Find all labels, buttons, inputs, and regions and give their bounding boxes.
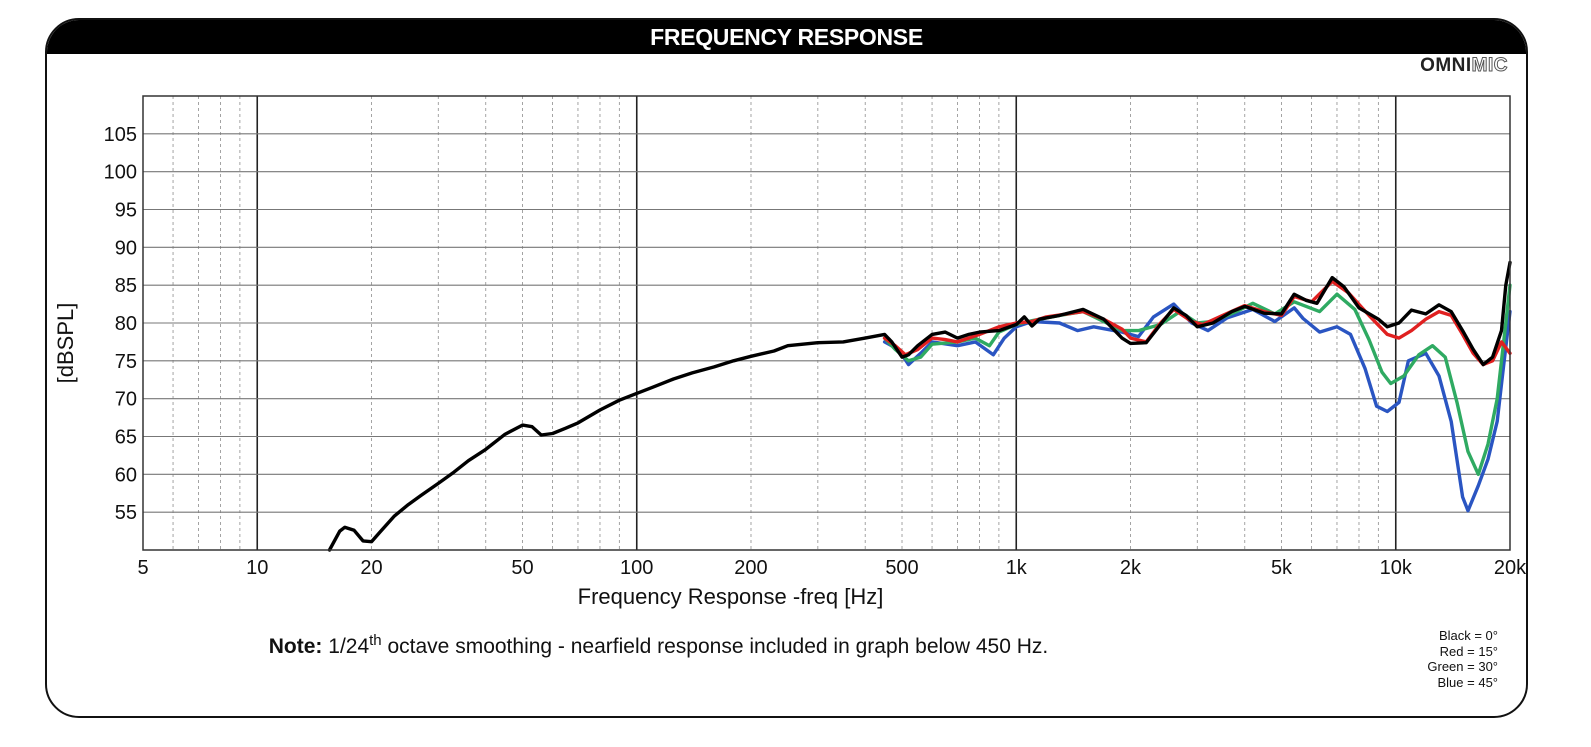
y-tick-label: 100 bbox=[104, 162, 137, 184]
y-tick-label: 95 bbox=[115, 200, 137, 222]
legend-entry-green: Green = 30° bbox=[1427, 659, 1498, 674]
series-line-red bbox=[882, 279, 1512, 367]
legend: Black = 0° Red = 15° Green = 30° Blue = … bbox=[1427, 628, 1498, 690]
x-tick-label: 20 bbox=[360, 557, 382, 579]
x-tick-label: 50 bbox=[511, 557, 533, 579]
chart-header: FREQUENCY RESPONSE bbox=[47, 20, 1526, 54]
legend-entry-blue: Blue = 45° bbox=[1437, 674, 1499, 690]
y-axis-label: [dBSPL] bbox=[53, 303, 78, 384]
legend-entry-black: Black = 0° bbox=[1438, 628, 1498, 643]
note-text-pre: 1/24 bbox=[328, 635, 370, 658]
y-tick-label: 90 bbox=[115, 237, 137, 259]
x-tick-label: 5k bbox=[1271, 557, 1293, 579]
y-tick-label: 55 bbox=[115, 502, 137, 524]
y-tick-label: 70 bbox=[115, 389, 137, 411]
x-tick-label: 10k bbox=[1380, 557, 1413, 579]
x-tick-label: 200 bbox=[734, 557, 767, 579]
chart-card: FREQUENCY RESPONSE OMNIMIC 5 10 20 50 100 200… bbox=[45, 18, 1528, 718]
brand-logo: OMNIMIC bbox=[1420, 55, 1508, 77]
x-axis-label: Frequency Response -freq [Hz] bbox=[578, 584, 884, 609]
note-superscript: th bbox=[369, 632, 382, 649]
frequency-response-chart: 5 10 20 50 100 200 500 1k 2k 5k 10k 20k 55 60 65 70 75 8… bbox=[53, 95, 1527, 609]
note-label: Note: bbox=[268, 635, 323, 658]
legend-entry-red: Red = 15° bbox=[1439, 643, 1498, 659]
brand-logo-light: MIC bbox=[1471, 55, 1508, 77]
y-tick-label: 75 bbox=[115, 351, 137, 373]
y-tick-label: 60 bbox=[115, 464, 137, 486]
series-layer bbox=[327, 260, 1512, 552]
x-tick-label: 20k bbox=[1494, 557, 1527, 579]
y-tick-label: 85 bbox=[115, 275, 137, 297]
smoothing-note: Note: 1/24th octave smoothing - nearfiel… bbox=[47, 632, 1400, 659]
series-line-black bbox=[327, 260, 1512, 552]
grid bbox=[143, 96, 1510, 550]
x-tick-labels: 5 10 20 50 100 200 500 1k 2k 5k 10k 20k bbox=[137, 557, 1527, 579]
x-tick-label: 10 bbox=[246, 557, 268, 579]
x-tick-label: 2k bbox=[1120, 557, 1142, 579]
y-tick-label: 65 bbox=[115, 427, 137, 449]
y-tick-label: 105 bbox=[104, 124, 137, 146]
brand-logo-bold: OMNI bbox=[1420, 55, 1472, 76]
plot-frame bbox=[142, 95, 1511, 551]
x-tick-label: 5 bbox=[137, 557, 148, 579]
x-tick-label: 1k bbox=[1006, 557, 1028, 579]
y-tick-label: 80 bbox=[115, 313, 137, 335]
x-tick-label: 500 bbox=[885, 557, 918, 579]
note-text-post: octave smoothing - nearfield response in… bbox=[381, 635, 1049, 658]
y-tick-labels: 55 60 65 70 75 80 85 90 95 100 105 bbox=[104, 124, 137, 524]
x-tick-label: 100 bbox=[620, 557, 653, 579]
